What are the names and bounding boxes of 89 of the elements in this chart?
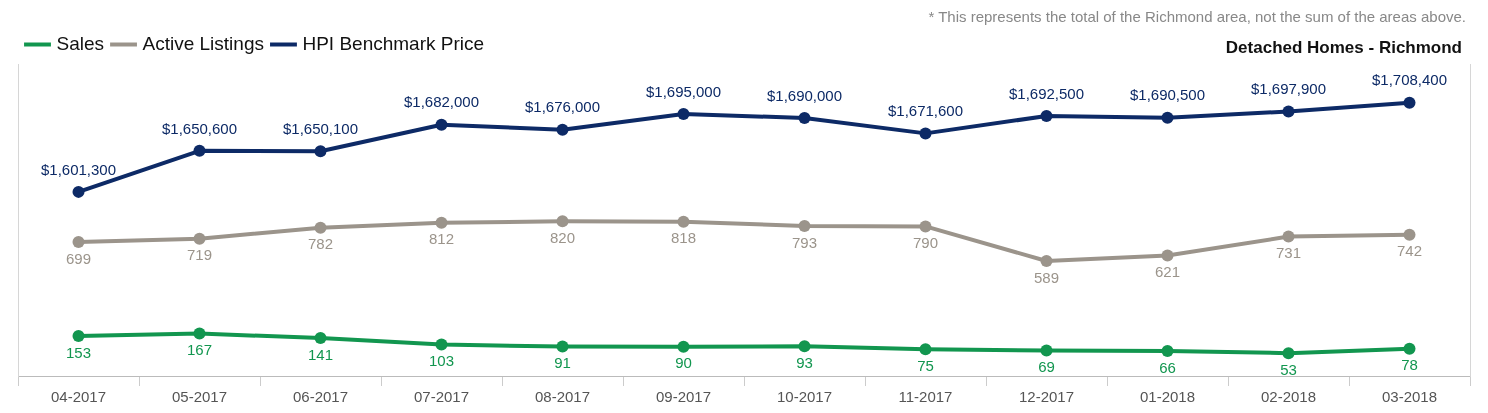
point bbox=[1040, 344, 1053, 357]
point bbox=[72, 185, 85, 198]
data-label: $1,690,000 bbox=[766, 86, 843, 104]
point bbox=[1282, 105, 1295, 118]
data-label: $1,682,000 bbox=[403, 93, 480, 111]
point bbox=[193, 232, 206, 245]
point bbox=[314, 332, 327, 345]
point bbox=[677, 215, 690, 228]
point bbox=[314, 145, 327, 158]
point bbox=[435, 118, 448, 131]
point bbox=[1161, 111, 1174, 124]
point bbox=[1403, 228, 1416, 241]
point bbox=[798, 219, 811, 232]
data-label: 75 bbox=[917, 357, 934, 374]
x-tick-label: 07-2017 bbox=[413, 388, 470, 406]
point bbox=[435, 216, 448, 229]
x-tick-label: 05-2017 bbox=[171, 388, 228, 406]
data-label: $1,708,400 bbox=[1371, 71, 1448, 89]
data-label: $1,650,600 bbox=[161, 119, 238, 137]
data-label: $1,650,100 bbox=[282, 119, 359, 137]
point bbox=[435, 338, 448, 351]
data-label: 153 bbox=[65, 343, 92, 361]
point bbox=[72, 236, 85, 249]
data-label: $1,671,600 bbox=[887, 102, 964, 120]
point bbox=[314, 221, 327, 234]
data-label: 66 bbox=[1159, 358, 1176, 376]
data-label: 69 bbox=[1038, 358, 1055, 376]
data-label: $1,695,000 bbox=[645, 82, 722, 100]
data-label: 141 bbox=[307, 345, 334, 363]
data-label: 91 bbox=[554, 354, 571, 372]
legend-label: HPI Benchmark Price bbox=[302, 32, 485, 54]
point bbox=[193, 144, 206, 157]
data-label: 782 bbox=[307, 235, 334, 253]
data-label: 793 bbox=[791, 233, 818, 251]
point bbox=[1161, 344, 1174, 357]
point bbox=[193, 327, 206, 340]
data-label: 93 bbox=[796, 353, 813, 371]
data-label: 167 bbox=[186, 341, 213, 359]
data-label: 731 bbox=[1275, 244, 1302, 262]
data-label: $1,601,300 bbox=[40, 160, 117, 178]
point bbox=[1161, 249, 1174, 262]
point bbox=[556, 123, 569, 136]
data-label: $1,690,500 bbox=[1129, 86, 1206, 104]
x-tick-label: 01-2018 bbox=[1139, 388, 1196, 406]
data-label: 699 bbox=[65, 249, 92, 267]
data-label: 820 bbox=[549, 228, 576, 246]
point bbox=[677, 340, 690, 353]
legend-label: Active Listings bbox=[142, 32, 264, 54]
chart-title: Detached Homes - Richmond bbox=[1225, 38, 1462, 58]
data-label: 790 bbox=[912, 234, 939, 252]
point bbox=[556, 340, 569, 353]
text: * This represents the total of the Richmond area, not the sum of the areas above. bbox=[927, 8, 1467, 25]
data-label: 90 bbox=[675, 354, 692, 372]
data-label: 742 bbox=[1396, 242, 1423, 260]
data-label: 78 bbox=[1401, 356, 1418, 374]
point bbox=[919, 127, 932, 140]
data-label: 812 bbox=[428, 230, 455, 248]
point bbox=[1040, 110, 1053, 122]
x-tick-label: 04-2017 bbox=[50, 388, 107, 406]
point bbox=[1282, 230, 1295, 243]
data-label: $1,692,500 bbox=[1008, 84, 1085, 102]
x-tick-label: 03-2018 bbox=[1381, 388, 1438, 406]
data-label: $1,676,000 bbox=[524, 98, 601, 116]
point bbox=[919, 343, 932, 356]
point bbox=[1282, 347, 1295, 360]
x-tick-label: 08-2017 bbox=[534, 388, 591, 406]
point bbox=[1040, 255, 1053, 267]
x-tick-label: 06-2017 bbox=[292, 388, 349, 406]
data-label: $1,697,900 bbox=[1250, 80, 1327, 98]
x-tick-label: 10-2017 bbox=[776, 388, 833, 406]
x-tick-label: 11-2017 bbox=[898, 388, 953, 406]
point bbox=[1403, 96, 1416, 109]
point bbox=[556, 215, 569, 228]
legend-label: Sales bbox=[56, 32, 105, 54]
point bbox=[677, 107, 690, 120]
point bbox=[798, 112, 811, 125]
point bbox=[798, 340, 811, 353]
data-label: 719 bbox=[186, 246, 213, 264]
point bbox=[1403, 342, 1416, 355]
x-tick-label: 02-2018 bbox=[1260, 388, 1317, 406]
x-tick-label: 09-2017 bbox=[655, 388, 712, 406]
data-label: 818 bbox=[670, 229, 697, 247]
point bbox=[72, 329, 85, 342]
data-label: 621 bbox=[1154, 263, 1181, 281]
point bbox=[919, 220, 932, 233]
data-label: 589 bbox=[1033, 268, 1060, 286]
data-label: 103 bbox=[428, 352, 455, 370]
x-tick-label: 12-2017 bbox=[1018, 388, 1075, 406]
data-label: 53 bbox=[1280, 360, 1297, 378]
